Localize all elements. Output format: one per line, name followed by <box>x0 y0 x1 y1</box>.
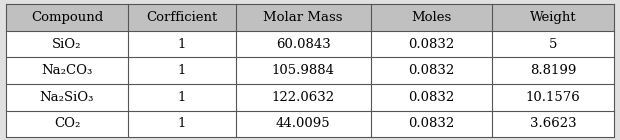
Text: 0.0832: 0.0832 <box>409 117 454 130</box>
Text: 60.0843: 60.0843 <box>276 38 330 51</box>
Text: 0.0832: 0.0832 <box>409 38 454 51</box>
Text: SiO₂: SiO₂ <box>52 38 82 51</box>
Text: Na₂SiO₃: Na₂SiO₃ <box>40 91 94 104</box>
Text: 0.0832: 0.0832 <box>409 64 454 77</box>
Text: Weight: Weight <box>529 11 577 24</box>
Text: 122.0632: 122.0632 <box>272 91 335 104</box>
Bar <box>6 4 614 31</box>
Bar <box>6 111 614 137</box>
Text: Moles: Moles <box>412 11 451 24</box>
Bar <box>6 84 614 111</box>
Text: 8.8199: 8.8199 <box>530 64 576 77</box>
Text: 0.0832: 0.0832 <box>409 91 454 104</box>
Text: CO₂: CO₂ <box>54 117 80 130</box>
Text: 105.9884: 105.9884 <box>272 64 335 77</box>
Text: 1: 1 <box>177 91 186 104</box>
Text: 1: 1 <box>177 38 186 51</box>
Text: 3.6623: 3.6623 <box>529 117 577 130</box>
Text: Compound: Compound <box>31 11 103 24</box>
Text: 10.1576: 10.1576 <box>526 91 580 104</box>
Text: 5: 5 <box>549 38 557 51</box>
Text: 44.0095: 44.0095 <box>276 117 330 130</box>
Text: Corfficient: Corfficient <box>146 11 218 24</box>
Bar <box>6 57 614 84</box>
Text: 1: 1 <box>177 64 186 77</box>
Text: 1: 1 <box>177 117 186 130</box>
Text: Na₂CO₃: Na₂CO₃ <box>42 64 92 77</box>
Text: Molar Mass: Molar Mass <box>264 11 343 24</box>
Bar <box>6 31 614 57</box>
